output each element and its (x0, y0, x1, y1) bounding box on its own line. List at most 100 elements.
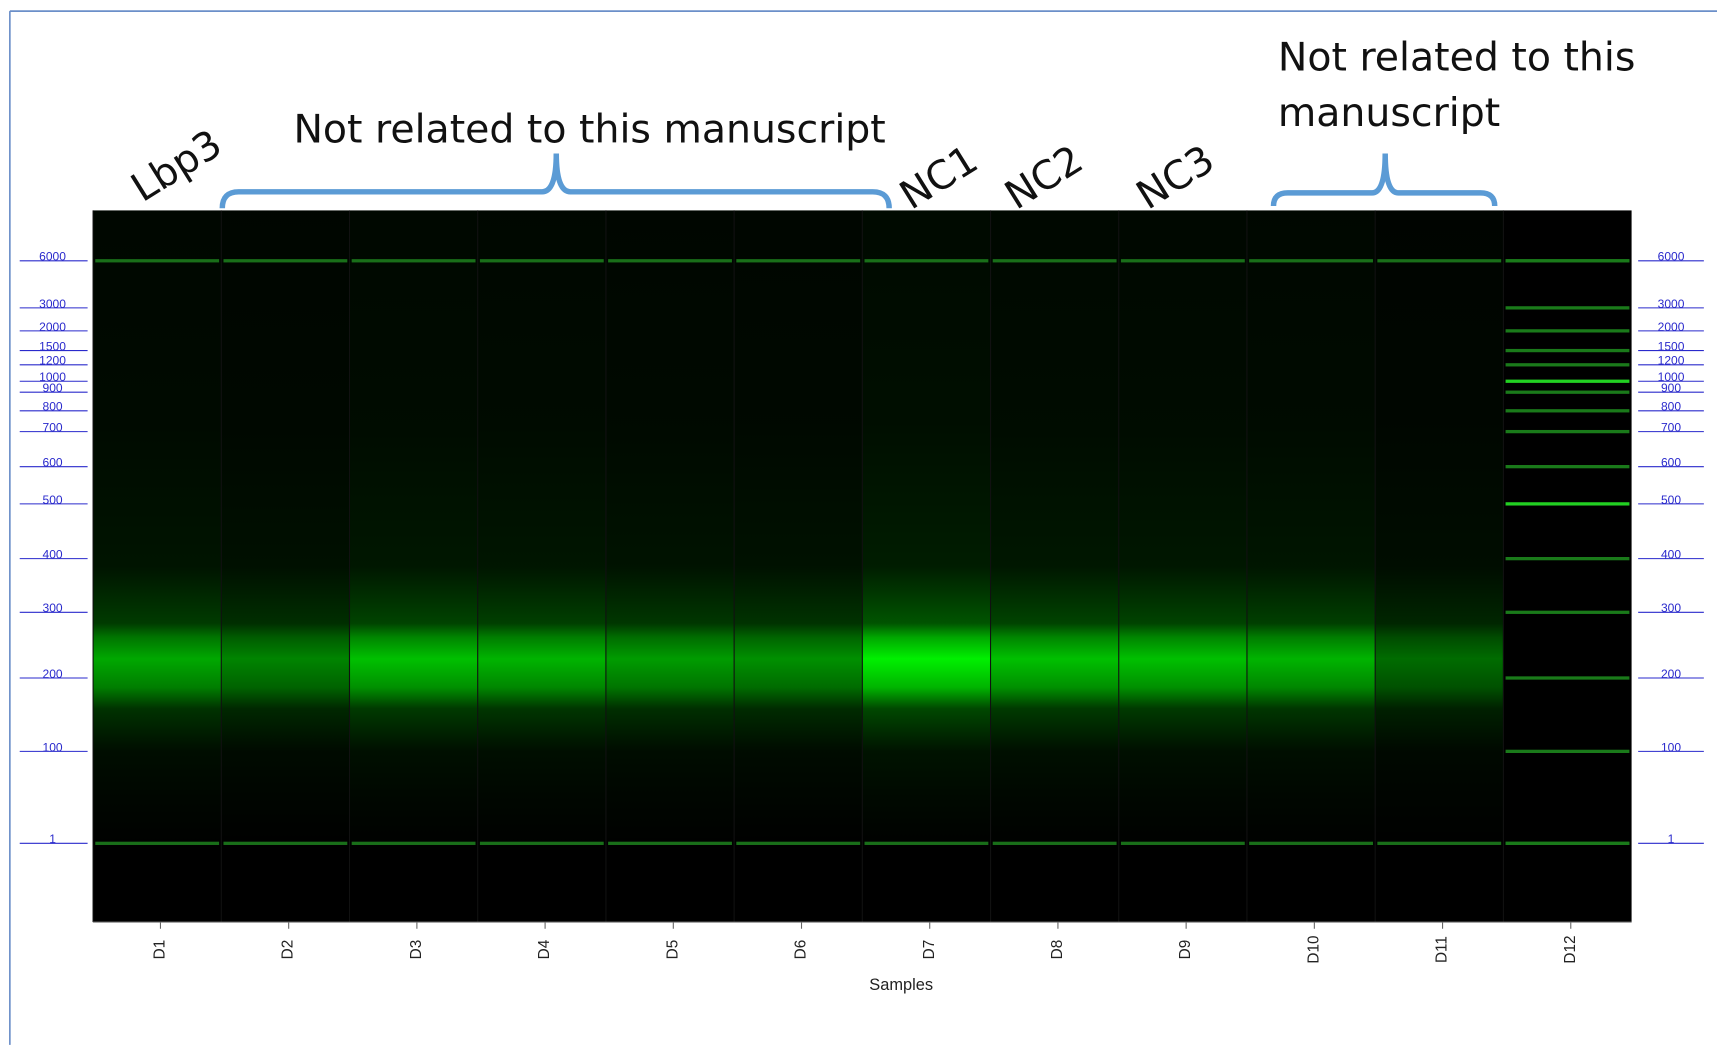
lane (349, 210, 478, 923)
marker-band (479, 259, 604, 263)
ladder-label: 400 (43, 548, 63, 562)
nc-label: NC3 (1129, 136, 1223, 219)
lane (93, 210, 222, 923)
ladder-label: 700 (1661, 421, 1681, 435)
marker-band (608, 841, 732, 845)
marker-band (864, 259, 989, 263)
lane (990, 210, 1119, 923)
lane-label: D5 (664, 940, 681, 960)
ladder-label: 200 (1661, 667, 1681, 681)
lane-label: D10 (1305, 935, 1322, 963)
ladder-label: 300 (1661, 601, 1681, 615)
ladder-label: 1 (49, 832, 56, 846)
lane (605, 210, 735, 923)
ladder-band (1505, 363, 1630, 367)
lane-label: D1 (152, 940, 169, 960)
marker-band (351, 259, 476, 263)
ladder-label: 2000 (39, 320, 66, 334)
lane-label: D12 (1562, 935, 1579, 963)
nc-label: NC2 (997, 136, 1091, 219)
ladder-label: 1500 (1658, 339, 1685, 353)
ladder-label: 6000 (39, 250, 66, 264)
lane (862, 210, 991, 923)
ladder-label: 900 (43, 381, 63, 395)
marker-band (351, 841, 476, 845)
marker-band (1377, 841, 1502, 845)
ladder-label: 1200 (1658, 354, 1685, 368)
marker-band (1120, 841, 1245, 845)
marker-band (608, 259, 732, 263)
ladder-label: 2000 (1658, 320, 1685, 334)
marker-band (1249, 841, 1373, 845)
ladder-label: 3000 (39, 297, 66, 311)
marker-band (479, 841, 604, 845)
marker-band (1377, 259, 1502, 263)
lane-label: D11 (1434, 936, 1451, 963)
lane-label: D6 (793, 940, 810, 960)
ladder-band (1505, 502, 1630, 506)
ladder-label: 3000 (1658, 297, 1685, 311)
ladder-band (1505, 329, 1630, 333)
lane (1118, 210, 1247, 923)
lane (734, 210, 863, 923)
ladder-label: 800 (43, 400, 63, 414)
ladder-label: 500 (1661, 493, 1681, 507)
ladder-label: 300 (43, 601, 63, 615)
ladder-band (1505, 841, 1630, 845)
marker-band (95, 841, 220, 845)
lane (1246, 210, 1376, 923)
ladder-label: 1500 (39, 339, 66, 353)
lane (1375, 210, 1504, 923)
ladder-band (1505, 348, 1630, 353)
group-note: Not related to this manuscript (293, 107, 885, 153)
lane (477, 210, 606, 923)
ladder-label: 600 (43, 456, 63, 470)
lane-label: D7 (921, 940, 938, 960)
ladder-label: 400 (1661, 548, 1681, 562)
ladder-label: 900 (1661, 381, 1681, 395)
marker-band (864, 841, 989, 845)
ladder-band (1505, 259, 1630, 263)
marker-band (992, 259, 1117, 263)
lane (1503, 210, 1632, 923)
ladder-label: 100 (43, 740, 63, 754)
ladder-band (1505, 676, 1630, 680)
lane-label: D4 (536, 939, 553, 959)
marker-band (1120, 259, 1245, 263)
ladder-label: 700 (43, 421, 63, 435)
group-note: Not related to this (1278, 34, 1635, 80)
lane-annotation: Lbp3 (123, 121, 230, 211)
lane-label: D3 (408, 940, 425, 960)
ladder-label: 500 (43, 493, 63, 507)
ladder-label: 1 (1668, 832, 1675, 846)
ladder-label: 200 (43, 667, 63, 681)
ladder-band (1505, 556, 1630, 561)
bracket (219, 153, 892, 209)
marker-band (736, 259, 861, 263)
ladder-band (1505, 610, 1630, 614)
lane-label: D9 (1177, 940, 1194, 960)
ladder-band (1505, 390, 1630, 394)
ladder-label: 800 (1661, 400, 1681, 414)
x-axis-label: Samples (869, 976, 933, 994)
marker-band (223, 841, 348, 845)
ladder-label: 6000 (1658, 250, 1685, 264)
ladder-band (1505, 429, 1630, 434)
ladder-band (1505, 749, 1630, 754)
ladder-label: 1000 (1658, 370, 1685, 384)
group-note: manuscript (1278, 90, 1500, 136)
lane (221, 210, 350, 923)
ladder-band (1505, 409, 1630, 413)
ladder-label: 1200 (39, 354, 66, 368)
ladder-label: 1000 (39, 370, 66, 384)
lane-label: D8 (1049, 940, 1066, 960)
ladder-band (1505, 306, 1630, 310)
marker-band (95, 259, 220, 263)
marker-band (1249, 259, 1373, 263)
bracket (1270, 153, 1498, 207)
marker-band (223, 259, 348, 263)
marker-band (736, 841, 861, 845)
ladder-band (1505, 465, 1630, 469)
marker-band (992, 841, 1117, 845)
